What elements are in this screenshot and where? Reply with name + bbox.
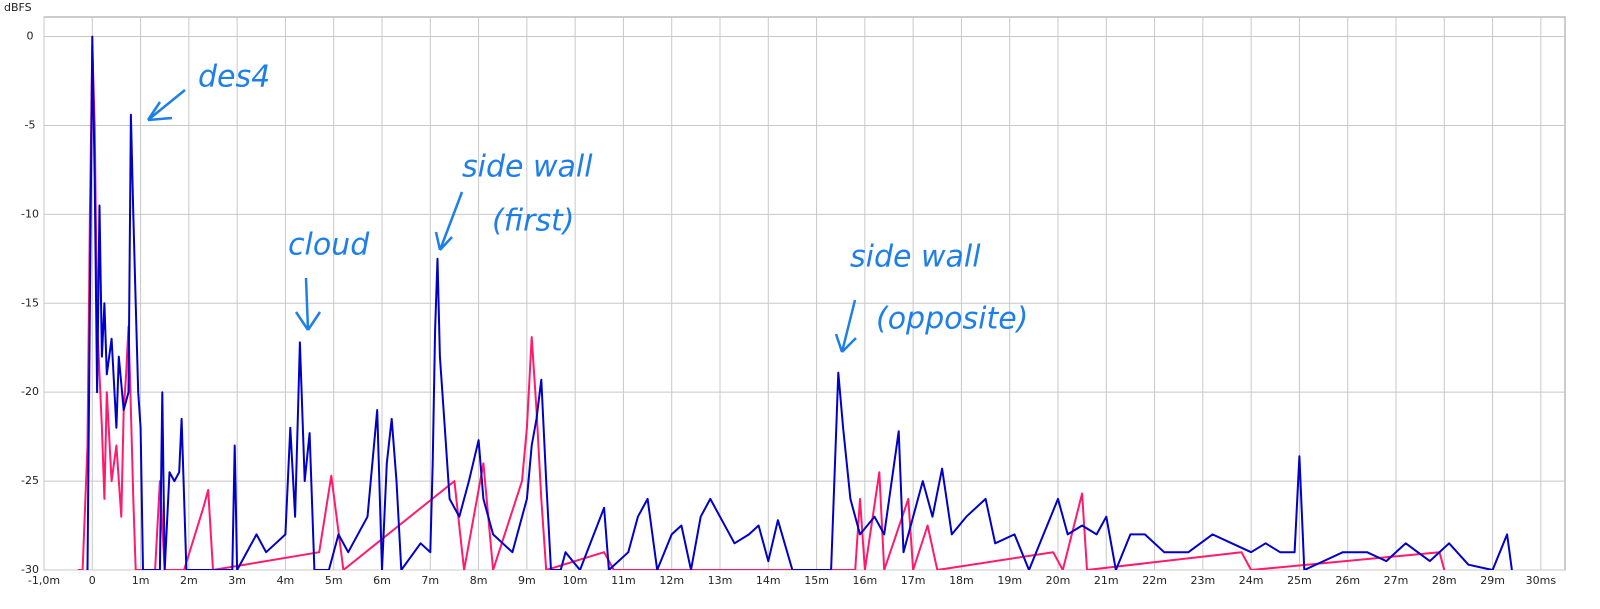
x-tick-label: 12m (659, 574, 684, 587)
x-tick-label: 1m (132, 574, 150, 587)
x-tick-label: 16m (852, 574, 877, 587)
x-tick-label: 21m (1094, 574, 1119, 587)
x-tick-label: 25m (1287, 574, 1312, 587)
y-tick-label: -30 (21, 563, 39, 576)
series (77, 35, 1513, 570)
x-tick-label: 10m (563, 574, 588, 587)
x-tick-label: 17m (901, 574, 926, 587)
annotation: side wall (462, 150, 593, 185)
x-tick-label: 2m (180, 574, 198, 587)
x-tick-label: 5m (325, 574, 343, 587)
x-tick-label: 15m (804, 574, 829, 587)
x-tick-label: 28m (1432, 574, 1457, 587)
arrow (294, 277, 322, 331)
x-tick-label: 30ms (1526, 574, 1557, 587)
x-tick-label: 18m (949, 574, 974, 587)
annotation: (opposite) (876, 302, 1028, 337)
annotation: side wall (850, 240, 981, 275)
y-tick-label: -10 (21, 207, 39, 220)
annotation: cloud (288, 228, 370, 263)
annotation: des4 (198, 60, 270, 95)
annotation: (first) (492, 204, 575, 239)
x-tick-label: 8m (470, 574, 488, 587)
series-line (86, 35, 1513, 570)
x-tick-label: 20m (1046, 574, 1071, 587)
x-tick-label: 19m (997, 574, 1022, 587)
x-tick-label: 3m (228, 574, 246, 587)
x-tick-label: 11m (611, 574, 636, 587)
y-tick-label: -25 (21, 474, 39, 487)
x-tick-label: 26m (1335, 574, 1360, 587)
x-tick-label: 4m (277, 574, 295, 587)
x-tick-label: 24m (1239, 574, 1264, 587)
y-tick-label: -15 (21, 296, 39, 309)
arrow (834, 299, 857, 353)
y-axis-label: dBFS (4, 1, 32, 14)
x-tick-label: 27m (1384, 574, 1409, 587)
x-tick-label: 0 (89, 574, 96, 587)
x-tick-label: 6m (373, 574, 391, 587)
x-tick-label: 23m (1190, 574, 1215, 587)
plot-area (43, 16, 1566, 571)
annotations: des4 side wall (first) cloud side wall (oppos… (146, 60, 1028, 353)
grid (43, 17, 1565, 571)
x-tick-label: 9m (518, 574, 536, 587)
arrow (434, 191, 464, 251)
x-tick-label: -1,0m (28, 574, 60, 587)
x-tick-label: 14m (756, 574, 781, 587)
x-tick-label: 29m (1480, 574, 1505, 587)
y-tick-label: 0 (27, 30, 34, 43)
x-tick-label: 7m (421, 574, 439, 587)
y-tick-label: -5 (25, 118, 36, 131)
x-tick-label: 13m (708, 574, 733, 587)
arrow (146, 89, 186, 122)
x-tick-label: 22m (1142, 574, 1167, 587)
y-tick-label: -20 (21, 385, 39, 398)
